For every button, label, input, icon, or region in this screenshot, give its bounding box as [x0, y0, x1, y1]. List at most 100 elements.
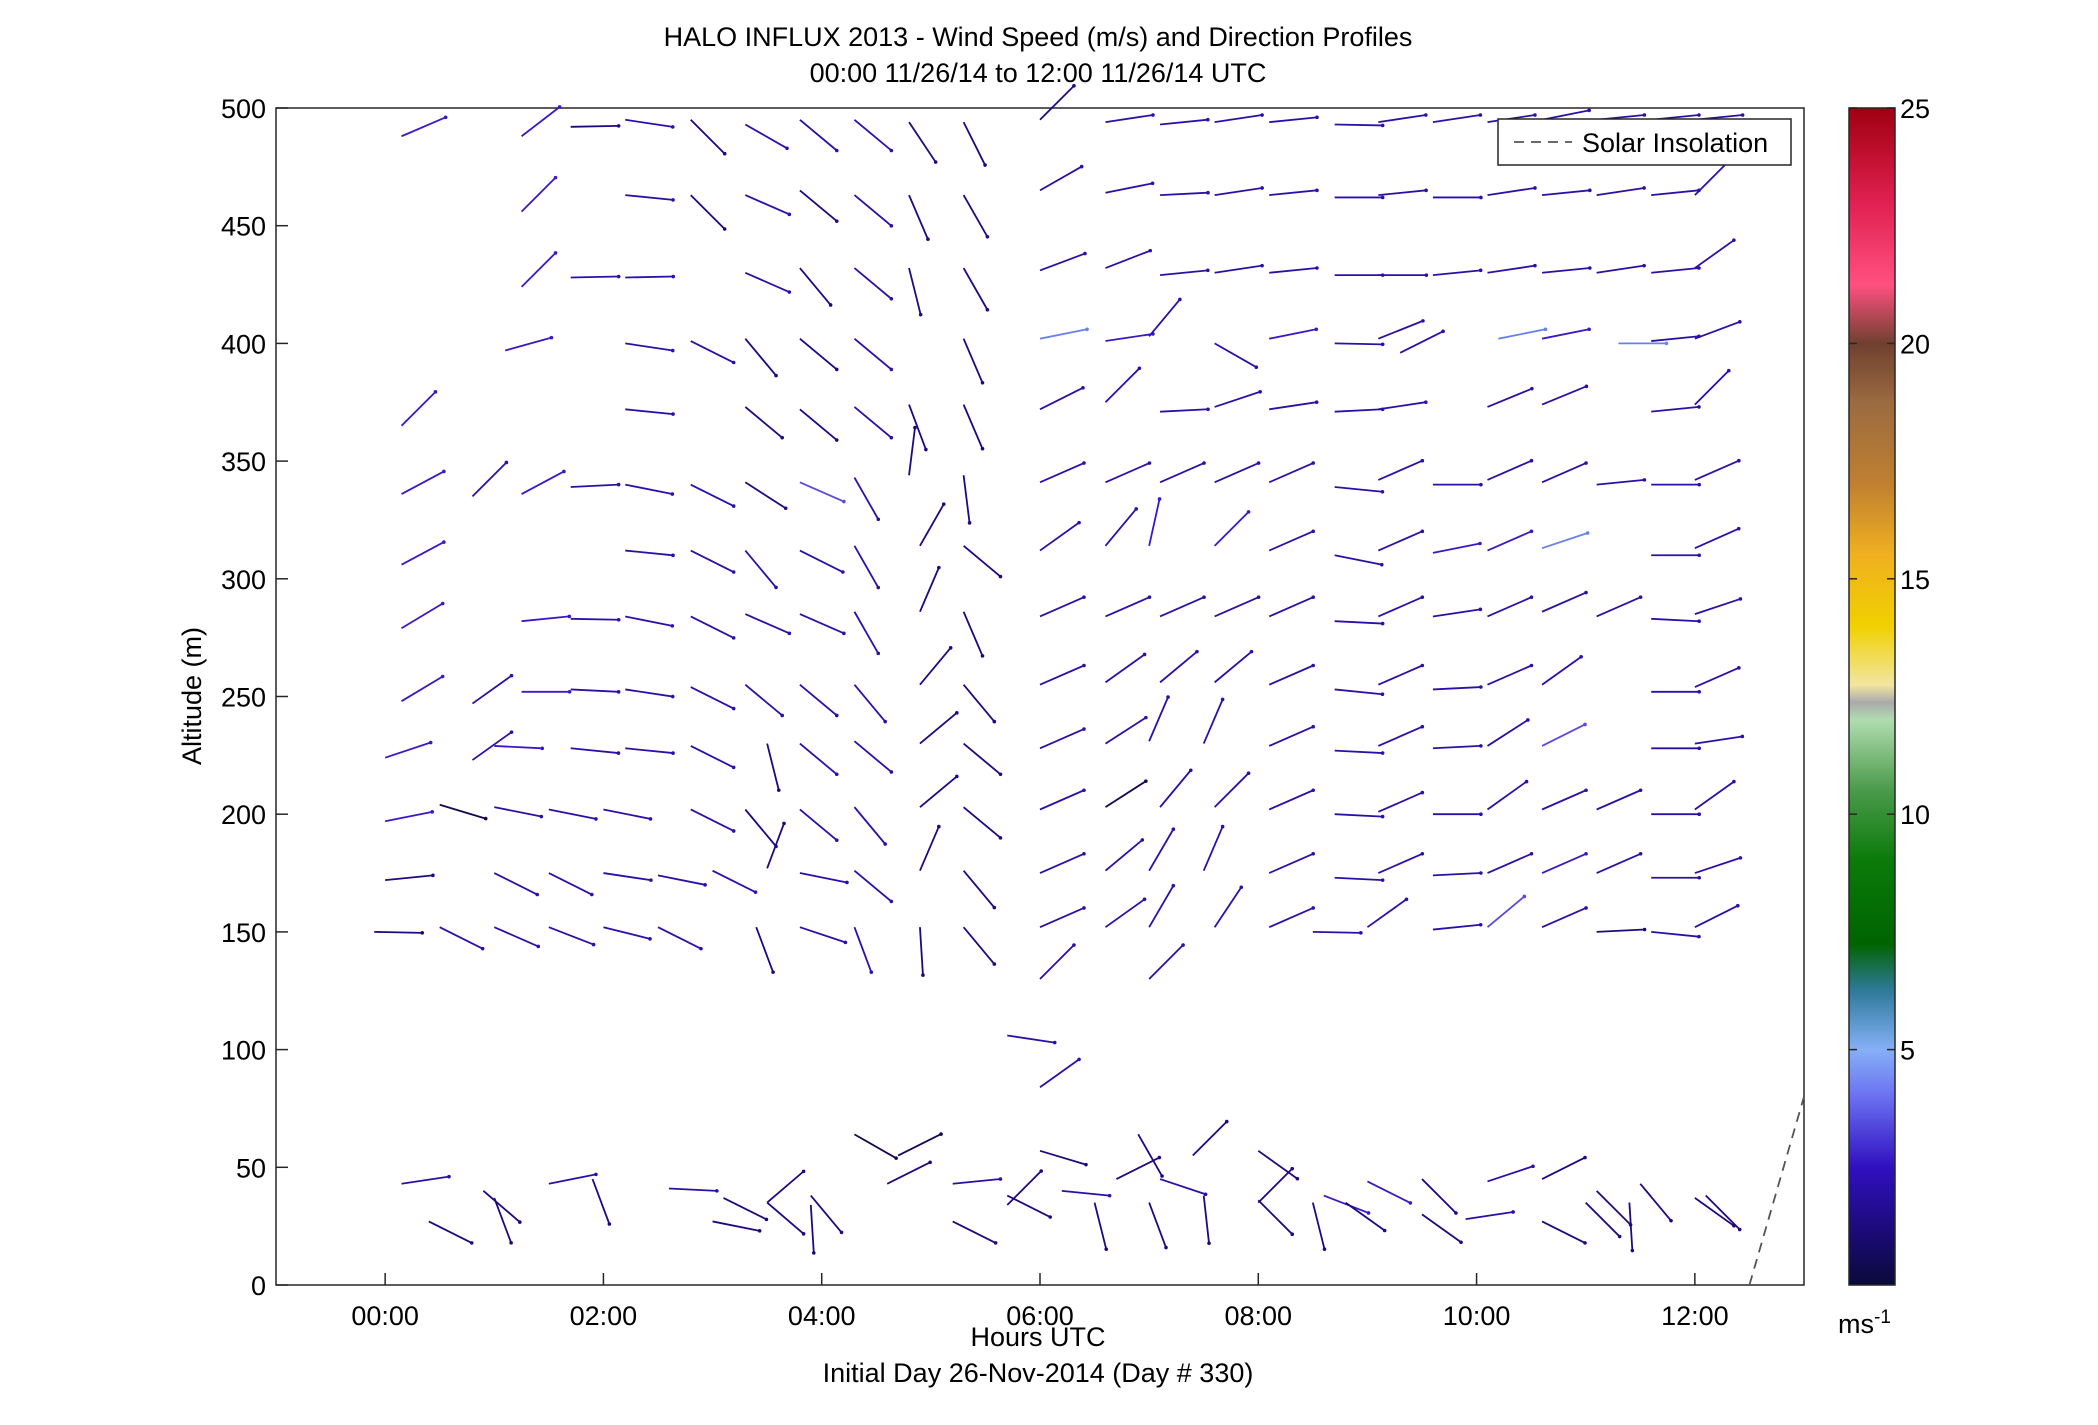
wind-vector-head [1072, 84, 1076, 88]
x-tick-label: 06:00 [1006, 1301, 1074, 1331]
wind-vector [625, 194, 674, 201]
wind-vector [690, 483, 735, 507]
wind-vector [1039, 1058, 1080, 1088]
colorbar-tick-label: 10 [1900, 800, 1930, 830]
wind-vector-head [1160, 1174, 1164, 1178]
wind-vector [1432, 269, 1481, 277]
wind-vector-head [1478, 113, 1483, 117]
wind-vector [908, 194, 929, 240]
wind-vector [1541, 591, 1587, 613]
wind-vector [908, 404, 927, 450]
wind-vector [1257, 1199, 1293, 1235]
wind-vector [1541, 532, 1588, 550]
wind-vector-head [536, 944, 541, 949]
wind-vector-head [1669, 1218, 1673, 1223]
wind-vector [520, 252, 557, 288]
wind-vector [1202, 1195, 1210, 1244]
wind-vector-head [1151, 113, 1155, 117]
wind-vector [1651, 617, 1700, 623]
wind-vector-head [431, 873, 435, 878]
wind-vector-head [1157, 497, 1162, 501]
wind-vector [799, 926, 846, 944]
wind-vector [1214, 114, 1263, 124]
wind-vector-head [1454, 1211, 1458, 1215]
x-tick-label: 12:00 [1661, 1301, 1729, 1331]
wind-vector-head [1082, 788, 1086, 793]
wind-vector [1214, 650, 1253, 684]
wind-vector [690, 340, 735, 364]
wind-vector-head [1239, 885, 1244, 890]
wind-vector-head [1181, 943, 1185, 947]
wind-vector-head [889, 224, 894, 228]
wind-vector-head [992, 719, 997, 724]
wind-vector [1541, 385, 1587, 406]
wind-vector [570, 688, 619, 693]
wind-vector [1596, 928, 1645, 933]
wind-vector [1039, 252, 1086, 272]
wind-vector [853, 740, 892, 773]
wind-vector-head [1137, 366, 1142, 371]
wind-vector-head [1188, 768, 1193, 773]
wind-vector-head [1142, 897, 1147, 902]
x-tick-label: 00:00 [351, 1301, 419, 1331]
wind-vector [625, 549, 674, 557]
wind-vector [668, 1187, 717, 1192]
wind-vector [853, 406, 892, 439]
wind-vector [853, 267, 892, 300]
wind-vector [1039, 789, 1085, 811]
wind-vector-head [839, 1230, 844, 1235]
wind-vector-head [1314, 400, 1319, 404]
wind-vector-head [1220, 697, 1225, 702]
wind-vector-head [1587, 108, 1591, 113]
wind-vector-head [918, 312, 923, 317]
wind-vector [591, 1178, 611, 1225]
x-tick-label: 08:00 [1224, 1301, 1292, 1331]
wind-vector-head [843, 940, 848, 945]
wind-vector [1159, 118, 1208, 126]
wind-vector [1105, 182, 1153, 194]
wind-vector-head [1077, 520, 1081, 525]
wind-vector-head [420, 931, 425, 935]
wind-vector-head [783, 506, 788, 511]
wind-vector [570, 747, 619, 754]
wind-vector-head [616, 124, 621, 128]
wind-vector [908, 427, 916, 476]
wind-vector-head [616, 751, 621, 755]
wind-vector [625, 342, 673, 352]
wind-vector [1104, 716, 1147, 745]
wind-vector-head [504, 460, 509, 465]
wind-vector [908, 121, 937, 163]
wind-vector-head [1420, 595, 1425, 600]
wind-vector-head [1441, 329, 1445, 334]
wind-vector-head [1697, 553, 1701, 558]
wind-vector-head [1072, 943, 1076, 947]
wind-vector-head [1533, 186, 1537, 190]
wind-vector-head [671, 198, 675, 202]
wind-vector-head [1478, 268, 1483, 273]
wind-vector-head [1311, 852, 1315, 856]
wind-vector-head [1738, 320, 1742, 324]
wind-vector-head [1697, 405, 1701, 409]
wind-vector [897, 1133, 942, 1157]
wind-vector-head [1478, 607, 1483, 612]
wind-vector [1323, 1194, 1369, 1214]
wind-vector-head [883, 719, 887, 724]
wind-vector [1268, 596, 1314, 618]
wind-vector [1498, 328, 1546, 340]
wind-vector-head [591, 942, 596, 947]
wind-vector-head [1697, 746, 1701, 751]
wind-vector-head [785, 146, 789, 151]
wind-vector [1377, 596, 1423, 618]
wind-vector [1039, 462, 1085, 484]
wind-vector-head [834, 713, 839, 718]
wind-vector [919, 826, 940, 872]
wind-vector-head [1697, 113, 1701, 117]
wind-vector [493, 872, 538, 896]
wind-vector-head [1104, 1247, 1109, 1251]
wind-vector-head [1366, 1211, 1371, 1215]
wind-vector [1268, 530, 1314, 552]
wind-vector-head [1697, 812, 1701, 816]
wind-vector-head [876, 517, 881, 522]
wind-vector-head [1638, 595, 1643, 600]
wind-vector [952, 1178, 1001, 1185]
